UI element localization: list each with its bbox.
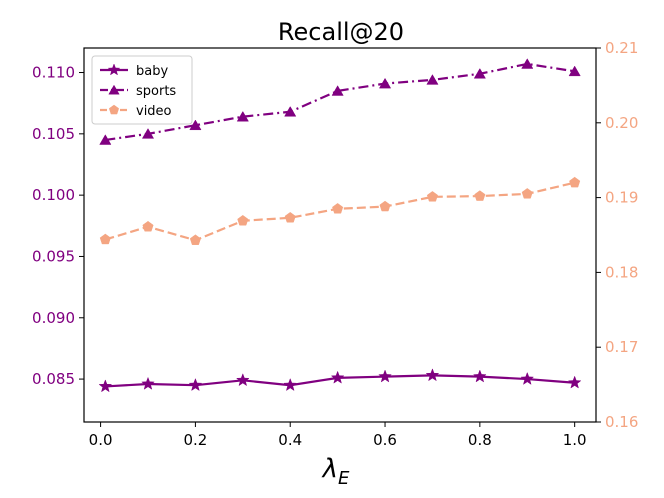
series-line-sports <box>105 62 575 142</box>
data-point-video <box>237 214 249 226</box>
data-point-sports <box>236 110 249 122</box>
data-point-video <box>189 234 201 245</box>
x-tick-label: 1.0 <box>563 431 587 449</box>
right-y-tick-label: 0.20 <box>605 114 638 132</box>
data-point-baby <box>520 371 535 385</box>
data-point-video <box>569 176 581 188</box>
x-tick-label: 0.4 <box>278 431 302 449</box>
left-y-tick-label: 0.100 <box>32 186 75 204</box>
data-point-video <box>521 188 533 199</box>
legend-label-video: video <box>136 104 172 119</box>
x-tick-label: 0.0 <box>89 431 113 449</box>
left-y-tick-label: 0.095 <box>32 247 75 265</box>
data-point-video <box>379 200 391 212</box>
x-axis-label-subscript: E <box>338 468 350 489</box>
x-tick-label: 0.2 <box>183 431 207 449</box>
x-tick-label: 0.8 <box>468 431 492 449</box>
data-point-sports <box>568 65 581 77</box>
left-y-tick-label: 0.110 <box>32 64 75 82</box>
series-sports <box>99 58 581 145</box>
legend-marker-sports <box>108 84 120 95</box>
data-point-baby <box>283 377 298 392</box>
legend-label-baby: baby <box>136 64 168 79</box>
data-point-sports <box>99 134 112 145</box>
data-point-sports <box>426 74 439 85</box>
data-point-baby <box>98 379 113 393</box>
data-point-baby <box>235 373 250 387</box>
data-point-baby <box>188 377 203 392</box>
data-point-baby <box>472 369 487 383</box>
right-y-tick-label: 0.16 <box>605 413 638 431</box>
data-point-sports <box>284 106 297 117</box>
data-point-sports <box>473 68 486 79</box>
legend-label-sports: sports <box>136 84 176 99</box>
x-axis-label-symbol: λ <box>321 454 338 484</box>
data-point-video <box>332 203 344 214</box>
axes-layer: 0.0 0.2 0.4 0.6 0.8 1.0 0.085 0.090 0.095 0.100 0.… <box>32 39 638 449</box>
chart-title: Recall@20 <box>278 18 404 46</box>
data-point-video <box>284 211 296 223</box>
plot-frame <box>83 47 597 423</box>
x-tick-label: 0.6 <box>373 431 397 449</box>
legend-marker-baby <box>107 63 121 76</box>
right-y-tick-label: 0.21 <box>605 39 638 57</box>
data-point-video <box>142 220 154 232</box>
x-axis-label: λE <box>321 454 350 489</box>
data-point-sports <box>189 119 202 131</box>
legend: baby sports video <box>91 55 193 125</box>
data-point-sports <box>378 77 392 89</box>
data-point-sports <box>521 58 534 69</box>
left-y-tick-label: 0.105 <box>32 125 75 143</box>
series-baby <box>98 368 582 393</box>
data-point-baby <box>378 369 392 383</box>
data-point-baby <box>425 368 440 382</box>
data-point-sports <box>331 85 344 96</box>
data-point-video <box>426 191 438 202</box>
left-y-tick-label: 0.085 <box>32 370 75 388</box>
data-point-video <box>99 233 111 245</box>
data-point-baby <box>567 375 582 389</box>
right-y-tick-label: 0.17 <box>605 338 638 356</box>
left-y-tick-label: 0.090 <box>32 309 75 327</box>
data-point-baby <box>330 370 345 384</box>
data-point-baby <box>141 376 155 390</box>
series-layer <box>98 58 582 393</box>
right-y-tick-label: 0.19 <box>605 189 638 207</box>
series-video <box>99 176 581 245</box>
data-point-video <box>474 190 486 201</box>
legend-marker-video <box>108 104 120 115</box>
right-y-tick-label: 0.18 <box>605 263 638 281</box>
data-point-sports <box>141 128 155 139</box>
